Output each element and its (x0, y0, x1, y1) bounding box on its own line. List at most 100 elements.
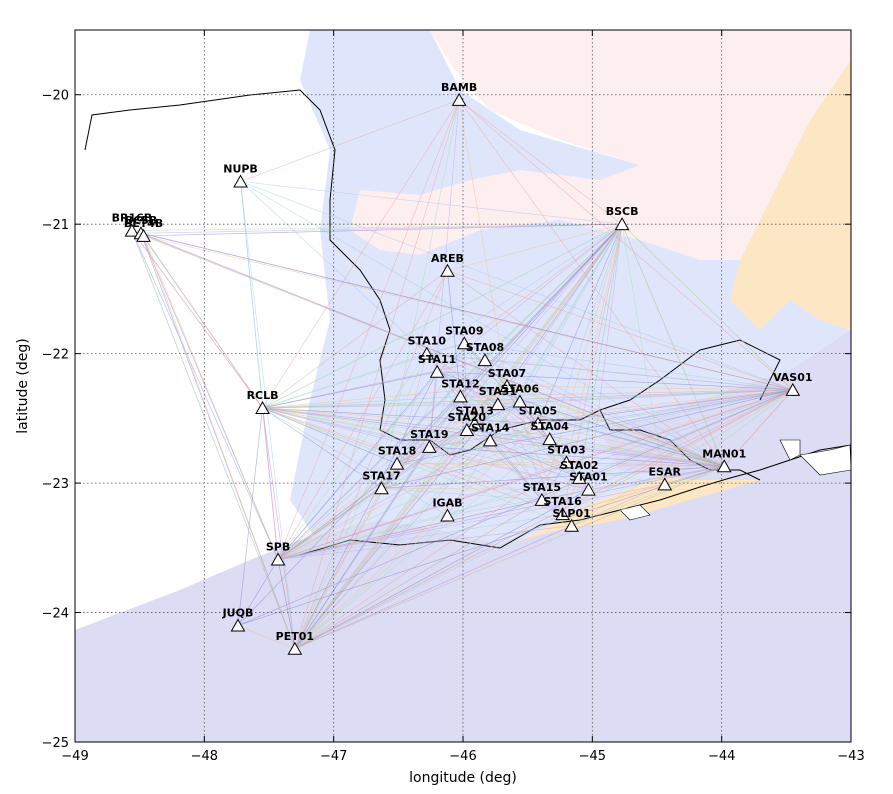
station-label: STA08 (466, 341, 504, 354)
raypath-line (237, 465, 725, 626)
station-sta03[interactable]: STA03 (547, 443, 586, 469)
station-sta06[interactable]: STA06 (501, 383, 540, 408)
station-label: STA16 (543, 495, 582, 508)
station-sta01[interactable]: STA01 (569, 471, 608, 496)
station-sta13[interactable]: STA13 (455, 405, 494, 430)
station-marker (440, 263, 455, 277)
raypath-line (429, 446, 589, 490)
raypath-line (460, 396, 520, 402)
raypath-line (490, 389, 793, 441)
gridlines (75, 30, 851, 742)
y-tick-label: −22 (42, 348, 69, 363)
raypath-line (447, 270, 725, 467)
station-sta18[interactable]: STA18 (378, 445, 416, 470)
station-label: ESAR (649, 465, 682, 478)
raypath-line (294, 99, 460, 649)
station-sta11[interactable]: STA11 (418, 353, 456, 378)
station-marker (440, 508, 455, 522)
raypath-line (460, 389, 793, 397)
raypath-line (277, 396, 461, 560)
station-label: STA20 (448, 411, 487, 424)
raypath-line (464, 223, 623, 344)
raypath-line (621, 223, 794, 391)
station-bamb[interactable]: BAMB (441, 81, 477, 106)
raypath-line (562, 465, 725, 515)
station-nupb[interactable]: NUPB (223, 162, 258, 188)
station-label: STA10 (408, 335, 447, 348)
raypath-line (437, 371, 725, 467)
raypath-line (277, 440, 491, 560)
station-sta20[interactable]: STA20 (448, 411, 487, 437)
geology-region-pink (350, 30, 851, 260)
station-marker (422, 439, 437, 453)
station-pet01[interactable]: PET01 (276, 630, 314, 655)
station-marker (230, 618, 246, 632)
station-marker (530, 416, 546, 430)
station-marker (716, 459, 732, 473)
raypath-line (294, 499, 543, 650)
station-sta07[interactable]: STA07 (488, 367, 526, 392)
station-br16b[interactable]: BR16B (112, 212, 153, 237)
station-label: STA17 (362, 469, 400, 482)
station-esar[interactable]: ESAR (649, 465, 682, 491)
station-sta08[interactable]: STA08 (466, 341, 504, 367)
station-label: IGAB (432, 496, 462, 509)
y-axis-title: latitude (deg) (15, 338, 31, 433)
station-sta04[interactable]: STA04 (530, 420, 569, 446)
station-marker (572, 470, 587, 484)
station-juqb[interactable]: JUQB (222, 606, 254, 632)
station-label: STA19 (410, 428, 448, 441)
station-sta09[interactable]: STA09 (445, 324, 483, 350)
station-label: STA05 (519, 405, 557, 418)
station-sta12[interactable]: STA12 (441, 377, 480, 403)
station-sta19[interactable]: STA19 (410, 428, 449, 453)
raypath-line (131, 230, 296, 649)
raypath-line (294, 488, 382, 649)
station-sta10[interactable]: STA10 (408, 335, 447, 360)
x-tick-label: −49 (61, 749, 88, 764)
station-sta15[interactable]: STA15 (523, 481, 561, 506)
station-areb[interactable]: AREB (431, 252, 464, 277)
raypath-line (131, 223, 623, 232)
station-sta17[interactable]: STA17 (362, 469, 401, 495)
station-sta02[interactable]: STA02 (560, 459, 599, 484)
raypath-line (566, 462, 725, 467)
raypath-line (723, 389, 794, 467)
raypath-line (294, 446, 430, 649)
raypath-line (549, 438, 725, 467)
raypath-line (490, 438, 550, 441)
station-man01[interactable]: MAN01 (702, 447, 746, 473)
station-marker (287, 641, 303, 655)
station-igab[interactable]: IGAB (432, 496, 462, 522)
raypath-line (541, 462, 567, 501)
station-bscb[interactable]: BSCB (606, 205, 639, 231)
station-marker (255, 400, 270, 415)
station-spb[interactable]: SPB (266, 540, 290, 566)
station-sta14[interactable]: STA14 (471, 421, 510, 447)
raypath-line (143, 235, 263, 409)
station-marker (124, 223, 140, 237)
raypath-line (131, 230, 279, 560)
raypath-line (426, 353, 725, 467)
station-bet4b[interactable]: BET4B (124, 217, 163, 242)
raypath-line (237, 559, 279, 626)
raypath-line (294, 440, 491, 650)
station-sta05[interactable]: STA05 (519, 405, 557, 430)
raypath-line (294, 401, 521, 650)
station-slp01[interactable]: SLP01 (552, 507, 591, 532)
raypath-line (277, 513, 563, 560)
raypath-line (381, 99, 460, 489)
station-sta31[interactable]: STA31 (479, 385, 517, 411)
station-rclb[interactable]: RCLB (247, 389, 279, 415)
raypath-line (294, 513, 563, 650)
raypath-line (262, 407, 398, 464)
x-tick-label: −48 (191, 749, 218, 764)
station-label: STA14 (471, 421, 510, 434)
station-sta16[interactable]: STA16 (543, 495, 582, 521)
x-tick-label: −45 (579, 749, 606, 764)
station-vas01[interactable]: VAS01 (773, 371, 813, 396)
y-tick-label: −23 (42, 477, 69, 492)
raypath-line (429, 446, 725, 467)
raypath-line (447, 223, 623, 272)
